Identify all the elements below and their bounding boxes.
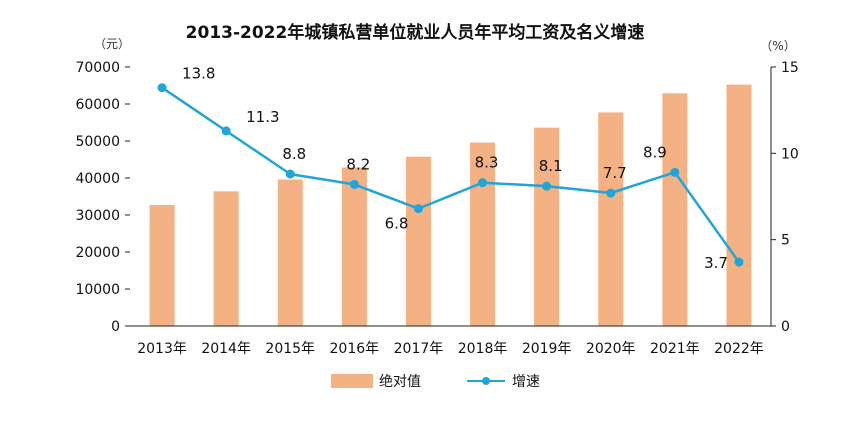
- growth-data-label: 8.3: [475, 154, 499, 172]
- bar: [726, 84, 752, 326]
- growth-point: [157, 83, 167, 93]
- bar: [213, 191, 239, 326]
- growth-data-label: 8.2: [346, 155, 370, 173]
- x-tick-label: 2015年: [265, 341, 315, 357]
- right-axis-unit: （%）: [760, 39, 795, 53]
- x-axis-ticks: 2013年 2014年 2015年 2016年 2017年 2018年 2019年 2020年…: [137, 341, 764, 357]
- growth-point: [221, 126, 231, 136]
- bar-series: [149, 84, 752, 327]
- x-tick-label: 2022年: [714, 341, 764, 357]
- growth-point: [349, 179, 359, 189]
- growth-data-label: 3.7: [704, 254, 728, 272]
- bar: [470, 142, 496, 326]
- x-tick-label: 2013年: [137, 341, 187, 357]
- right-tick-label: 0: [781, 319, 790, 335]
- x-tick-label: 2019年: [522, 341, 572, 357]
- growth-line: [161, 86, 740, 263]
- right-axis-ticks: 0 5 10 15: [771, 60, 799, 335]
- bar: [598, 112, 624, 327]
- growth-data-label: 8.9: [643, 143, 667, 161]
- legend-bar-swatch: [331, 374, 373, 388]
- left-tick-label: 70000: [75, 60, 120, 76]
- bar: [341, 167, 367, 326]
- left-tick-label: 30000: [75, 208, 120, 224]
- left-tick-label: 40000: [75, 171, 120, 187]
- left-tick-label: 10000: [75, 282, 120, 298]
- x-tick-label: 2020年: [586, 341, 636, 357]
- bar: [405, 156, 431, 326]
- left-axis-unit: （元）: [94, 37, 130, 51]
- growth-data-label: 6.8: [385, 215, 409, 233]
- growth-point: [670, 167, 680, 177]
- growth-point: [734, 257, 744, 267]
- growth-data-label: 7.7: [603, 164, 627, 182]
- growth-data-label: 13.8: [182, 65, 215, 83]
- x-tick-label: 2014年: [201, 341, 251, 357]
- bar: [149, 204, 175, 326]
- right-tick-label: 5: [781, 233, 790, 249]
- growth-data-label: 8.8: [282, 145, 306, 163]
- growth-point: [542, 181, 552, 191]
- left-tick-label: 0: [111, 319, 120, 335]
- legend: 绝对值 增速: [331, 374, 540, 390]
- x-tick-label: 2021年: [650, 341, 700, 357]
- right-tick-label: 10: [781, 146, 799, 162]
- growth-data-label: 8.1: [539, 157, 563, 175]
- left-tick-label: 50000: [75, 134, 120, 150]
- legend-line-marker: [482, 377, 490, 385]
- legend-line-label: 增速: [512, 374, 540, 390]
- chart-title: 2013-2022年城镇私营单位就业人员年平均工资及名义增速: [186, 22, 645, 43]
- bar: [534, 127, 560, 327]
- x-tick-label: 2017年: [394, 341, 444, 357]
- left-tick-label: 60000: [75, 97, 120, 113]
- legend-bar-label: 绝对值: [379, 374, 421, 390]
- bar: [662, 93, 688, 327]
- left-axis-ticks: 0 10000 20000 30000 40000 50000 60000 70000: [75, 60, 130, 335]
- left-tick-label: 20000: [75, 245, 120, 261]
- bar: [277, 179, 303, 326]
- growth-data-label: 11.3: [246, 108, 279, 126]
- growth-point: [478, 178, 488, 188]
- growth-point: [413, 204, 423, 214]
- right-tick-label: 15: [781, 60, 799, 76]
- x-tick-label: 2016年: [330, 341, 380, 357]
- growth-line-series: 13.8 11.3 8.8 8.2 6.8 8.3 8.1 7.7 8.9 3.7: [157, 65, 744, 272]
- x-tick-label: 2018年: [458, 341, 508, 357]
- growth-point: [285, 169, 295, 179]
- growth-point: [606, 188, 616, 198]
